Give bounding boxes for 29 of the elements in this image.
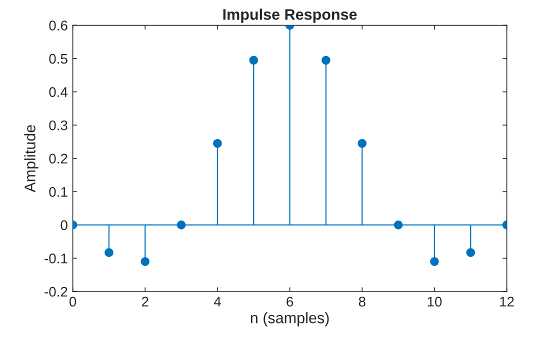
y-tick-label: 0.2 bbox=[49, 154, 68, 164]
x-tick-label: 6 bbox=[286, 296, 294, 307]
y-tick-label: 0 bbox=[60, 220, 68, 230]
point bbox=[358, 139, 367, 148]
point bbox=[394, 220, 403, 230]
point bbox=[322, 56, 330, 65]
chart-title: Impulse Response bbox=[223, 8, 357, 23]
y-tick-label: 0.1 bbox=[49, 187, 68, 197]
y-tick-label: 0.5 bbox=[49, 54, 68, 64]
point bbox=[213, 139, 222, 148]
x-tick-label: 0 bbox=[69, 296, 76, 307]
point bbox=[104, 248, 114, 257]
y-axis-title: Amplitude bbox=[24, 125, 38, 192]
y-tick-label: 0.6 bbox=[49, 20, 68, 30]
point bbox=[140, 257, 150, 266]
x-tick-label: 8 bbox=[358, 296, 366, 307]
x-tick-label: 2 bbox=[142, 296, 148, 306]
x-tick-label: 4 bbox=[214, 296, 221, 306]
y-tick-label: 0.3 bbox=[49, 120, 68, 130]
y-tick-label: -0.2 bbox=[44, 286, 68, 297]
y-tick-label: -0.1 bbox=[44, 254, 68, 264]
point bbox=[430, 257, 439, 266]
point bbox=[176, 220, 186, 230]
x-axis-title: n (samples) bbox=[250, 312, 329, 326]
x-tick-label: 12 bbox=[500, 296, 514, 306]
x-tick-label: 10 bbox=[428, 296, 442, 307]
y-tick-label: 0.4 bbox=[49, 87, 68, 97]
point bbox=[466, 248, 476, 257]
point bbox=[249, 56, 258, 65]
